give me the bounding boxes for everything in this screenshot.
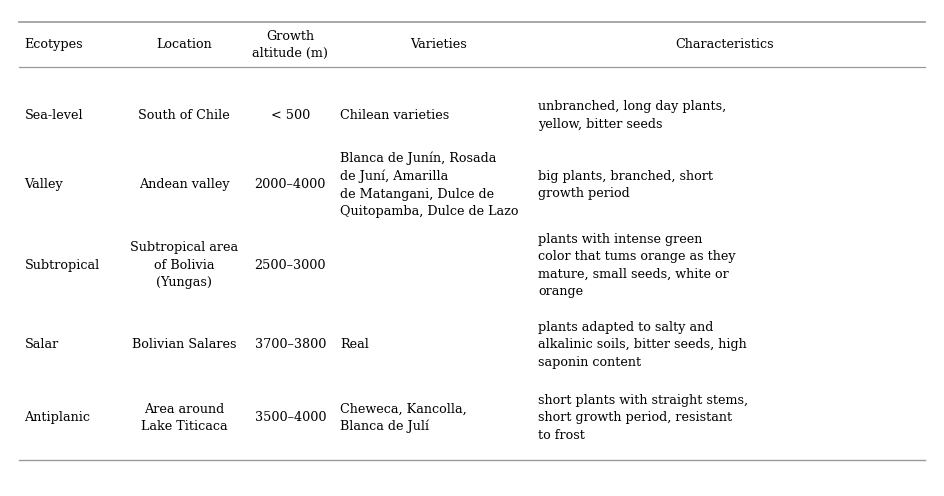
Text: 2500–3000: 2500–3000	[255, 259, 326, 272]
Text: Varieties: Varieties	[411, 38, 467, 51]
Text: big plants, branched, short
growth period: big plants, branched, short growth perio…	[538, 170, 713, 200]
Text: Cheweca, Kancolla,
Blanca de Julí: Cheweca, Kancolla, Blanca de Julí	[340, 402, 466, 434]
Text: 2000–4000: 2000–4000	[255, 178, 326, 191]
Text: Sea-level: Sea-level	[25, 109, 83, 122]
Text: Blanca de Junín, Rosada
de Juní, Amarilla
de Matangani, Dulce de
Quitopamba, Dul: Blanca de Junín, Rosada de Juní, Amarill…	[340, 151, 518, 218]
Text: 3500–4000: 3500–4000	[255, 411, 326, 425]
Text: Andean valley: Andean valley	[139, 178, 229, 191]
Text: plants adapted to salty and
alkalinic soils, bitter seeds, high
saponin content: plants adapted to salty and alkalinic so…	[538, 321, 747, 369]
Text: Bolivian Salares: Bolivian Salares	[132, 338, 236, 351]
Text: Antiplanic: Antiplanic	[25, 411, 91, 425]
Text: Valley: Valley	[25, 178, 63, 191]
Text: plants with intense green
color that tums orange as they
mature, small seeds, wh: plants with intense green color that tum…	[538, 233, 735, 298]
Text: Ecotypes: Ecotypes	[25, 38, 83, 51]
Text: short plants with straight stems,
short growth period, resistant
to frost: short plants with straight stems, short …	[538, 394, 749, 442]
Text: Salar: Salar	[25, 338, 59, 351]
Text: unbranched, long day plants,
yellow, bitter seeds: unbranched, long day plants, yellow, bit…	[538, 100, 726, 130]
Text: Characteristics: Characteristics	[675, 38, 774, 51]
Text: < 500: < 500	[271, 109, 310, 122]
Text: 3700–3800: 3700–3800	[255, 338, 326, 351]
Text: Location: Location	[156, 38, 212, 51]
Text: Real: Real	[340, 338, 369, 351]
Text: Subtropical area
of Bolivia
(Yungas): Subtropical area of Bolivia (Yungas)	[130, 242, 238, 289]
Text: Area around
Lake Titicaca: Area around Lake Titicaca	[141, 403, 228, 433]
Text: Chilean varieties: Chilean varieties	[340, 109, 449, 122]
Text: South of Chile: South of Chile	[138, 109, 230, 122]
Text: Growth
altitude (m): Growth altitude (m)	[252, 30, 329, 60]
Text: Subtropical: Subtropical	[25, 259, 100, 272]
